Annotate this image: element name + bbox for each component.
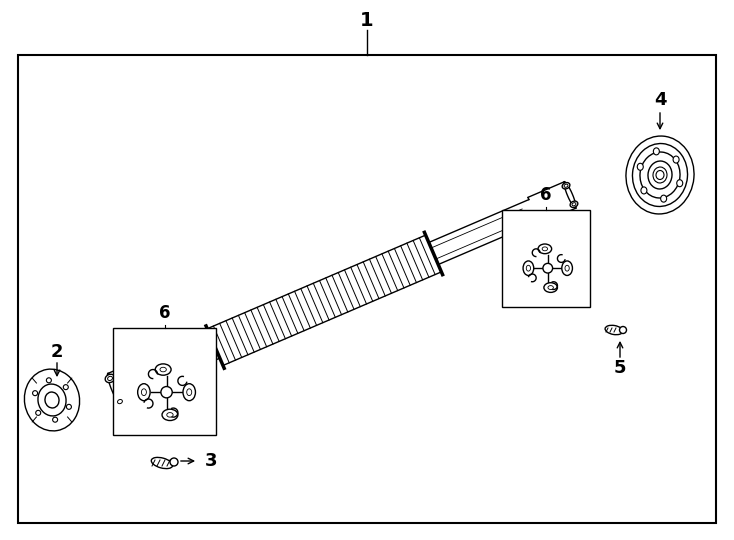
Ellipse shape bbox=[656, 171, 664, 179]
Ellipse shape bbox=[538, 244, 552, 254]
Ellipse shape bbox=[24, 369, 79, 431]
Ellipse shape bbox=[183, 384, 195, 401]
Text: 3: 3 bbox=[205, 452, 217, 470]
Ellipse shape bbox=[653, 148, 659, 155]
Ellipse shape bbox=[161, 387, 172, 398]
Ellipse shape bbox=[653, 167, 667, 183]
Ellipse shape bbox=[565, 265, 570, 271]
Ellipse shape bbox=[32, 390, 37, 396]
Ellipse shape bbox=[641, 187, 647, 194]
Ellipse shape bbox=[619, 327, 627, 334]
Ellipse shape bbox=[162, 409, 178, 421]
Ellipse shape bbox=[605, 325, 623, 335]
Ellipse shape bbox=[167, 413, 173, 417]
Ellipse shape bbox=[107, 374, 123, 407]
Ellipse shape bbox=[53, 417, 58, 422]
Ellipse shape bbox=[36, 410, 40, 415]
Ellipse shape bbox=[138, 384, 150, 401]
Ellipse shape bbox=[186, 389, 192, 396]
Text: 5: 5 bbox=[614, 359, 626, 377]
Ellipse shape bbox=[151, 457, 172, 469]
Ellipse shape bbox=[572, 202, 576, 206]
Ellipse shape bbox=[562, 261, 573, 275]
Ellipse shape bbox=[46, 378, 51, 383]
Ellipse shape bbox=[38, 384, 66, 416]
Ellipse shape bbox=[661, 195, 666, 202]
Ellipse shape bbox=[564, 182, 576, 208]
Text: 6: 6 bbox=[159, 304, 170, 322]
Text: 4: 4 bbox=[654, 91, 666, 109]
Ellipse shape bbox=[677, 180, 683, 187]
Ellipse shape bbox=[626, 136, 694, 214]
Ellipse shape bbox=[543, 264, 553, 273]
Bar bbox=[113, 328, 216, 435]
Ellipse shape bbox=[105, 374, 115, 382]
Ellipse shape bbox=[544, 283, 557, 292]
Ellipse shape bbox=[548, 286, 553, 289]
Ellipse shape bbox=[633, 144, 688, 206]
Ellipse shape bbox=[523, 261, 534, 275]
Ellipse shape bbox=[648, 161, 672, 189]
Text: 2: 2 bbox=[51, 343, 63, 361]
Ellipse shape bbox=[570, 201, 578, 207]
Ellipse shape bbox=[564, 184, 568, 187]
Text: 1: 1 bbox=[360, 10, 374, 30]
Ellipse shape bbox=[115, 397, 125, 406]
Ellipse shape bbox=[526, 265, 531, 271]
Ellipse shape bbox=[155, 364, 171, 375]
Ellipse shape bbox=[108, 376, 112, 381]
Ellipse shape bbox=[66, 404, 71, 409]
Ellipse shape bbox=[562, 183, 570, 189]
Ellipse shape bbox=[117, 400, 123, 404]
Ellipse shape bbox=[542, 247, 548, 251]
Ellipse shape bbox=[63, 384, 68, 390]
Bar bbox=[18, 55, 716, 523]
Text: 6: 6 bbox=[540, 186, 552, 204]
Ellipse shape bbox=[45, 392, 59, 408]
Bar bbox=[502, 210, 590, 307]
Ellipse shape bbox=[673, 156, 679, 163]
Ellipse shape bbox=[640, 152, 680, 198]
Ellipse shape bbox=[170, 458, 178, 466]
Ellipse shape bbox=[142, 389, 146, 396]
Ellipse shape bbox=[637, 163, 643, 170]
Ellipse shape bbox=[160, 367, 167, 372]
